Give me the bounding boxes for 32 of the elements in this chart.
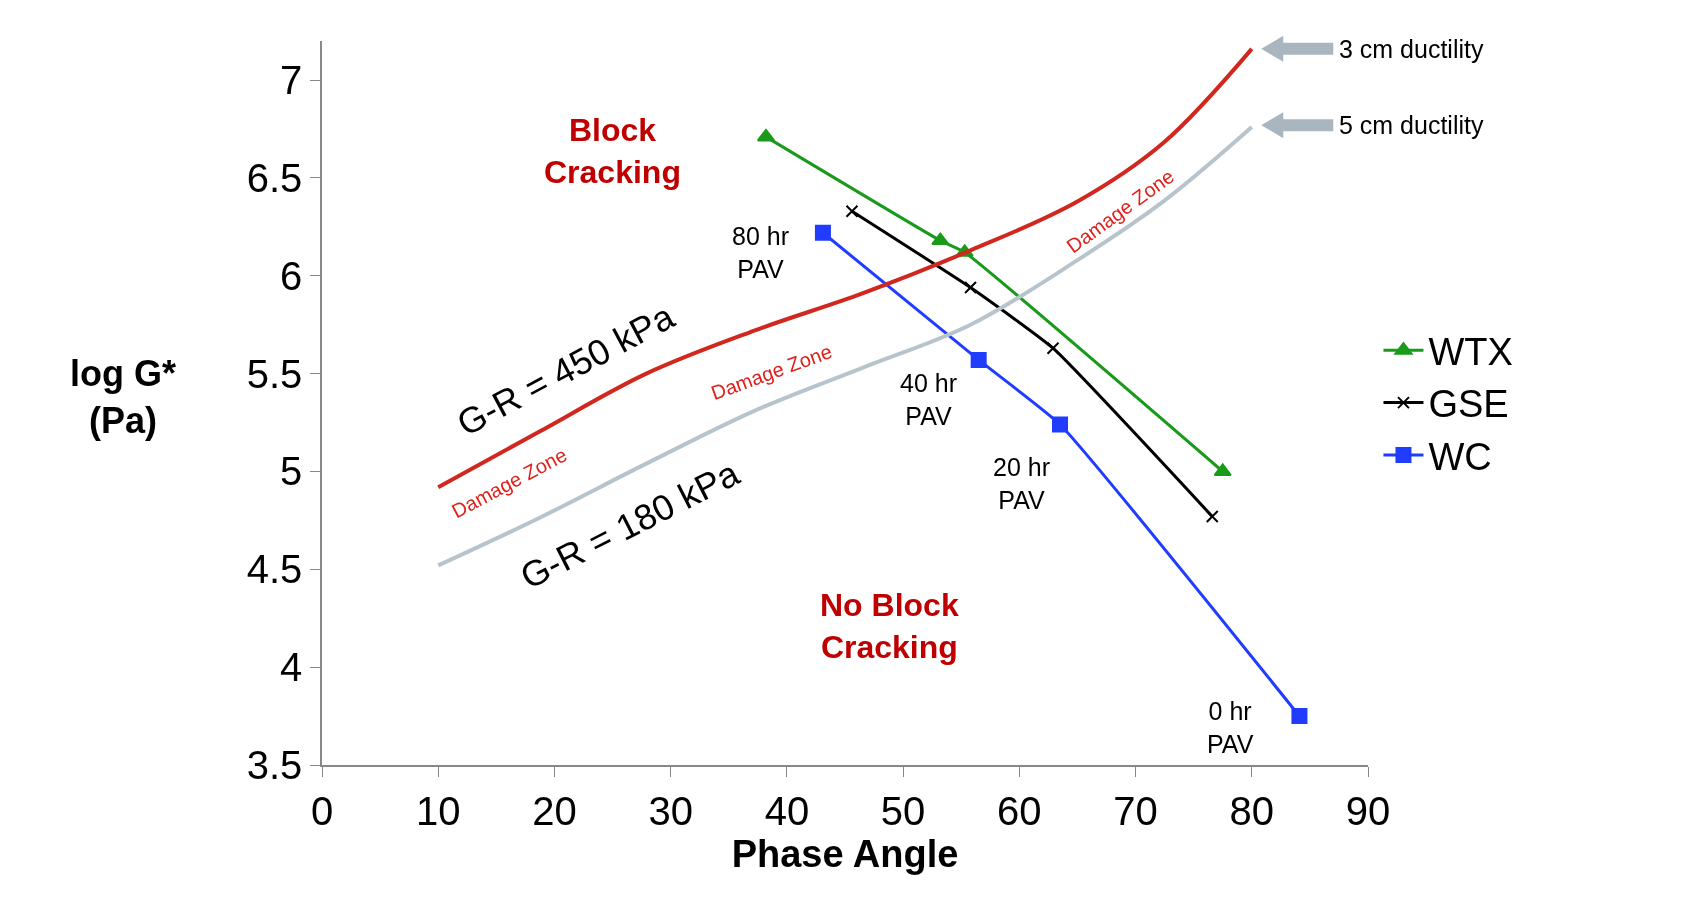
legend-label: GSE (1428, 383, 1509, 426)
x-tick-label: 30 (648, 788, 693, 833)
annotation: 80 hr PAV (732, 222, 789, 283)
x-tick-label: 20 (532, 788, 577, 833)
annotation: 20 hr PAV (993, 453, 1050, 514)
x-axis-title: Phase Angle (731, 832, 959, 875)
y-tick-label: 4.5 (246, 547, 303, 592)
x-tick-label: 40 (764, 788, 810, 833)
annotation: G-R = 450 kPa (450, 295, 682, 444)
x-tick-label: 50 (880, 788, 926, 833)
x-tick-label: 0 (310, 788, 334, 833)
x-tick-label: 90 (1345, 788, 1391, 833)
annotation: Block Cracking (544, 112, 681, 190)
y-tick-label: 3.5 (246, 743, 303, 787)
x-tick-label: 80 (1229, 788, 1275, 833)
y-tick-label: 4 (280, 645, 303, 690)
y-tick-label: 5 (280, 449, 303, 494)
y-tick-label: 6.5 (246, 155, 303, 200)
x-tick-label: 10 (415, 788, 461, 833)
legend-label: WC (1428, 435, 1492, 478)
legend-label: WTX (1428, 331, 1513, 374)
y-tick-label: 6 (280, 253, 303, 298)
x-tick-label: 60 (997, 788, 1042, 833)
annotation: No Block Cracking (820, 587, 959, 665)
annotation: 40 hr PAV (900, 369, 957, 430)
annotation: 3 cm ductility (1339, 35, 1484, 63)
y-axis-title: log G* (Pa) (70, 353, 176, 441)
annotation: 5 cm ductility (1339, 111, 1484, 139)
x-tick-label: 70 (1113, 788, 1158, 833)
annotation: 0 hr PAV (1207, 697, 1254, 758)
y-tick-label: 5.5 (246, 351, 303, 396)
y-tick-label: 7 (280, 58, 303, 103)
